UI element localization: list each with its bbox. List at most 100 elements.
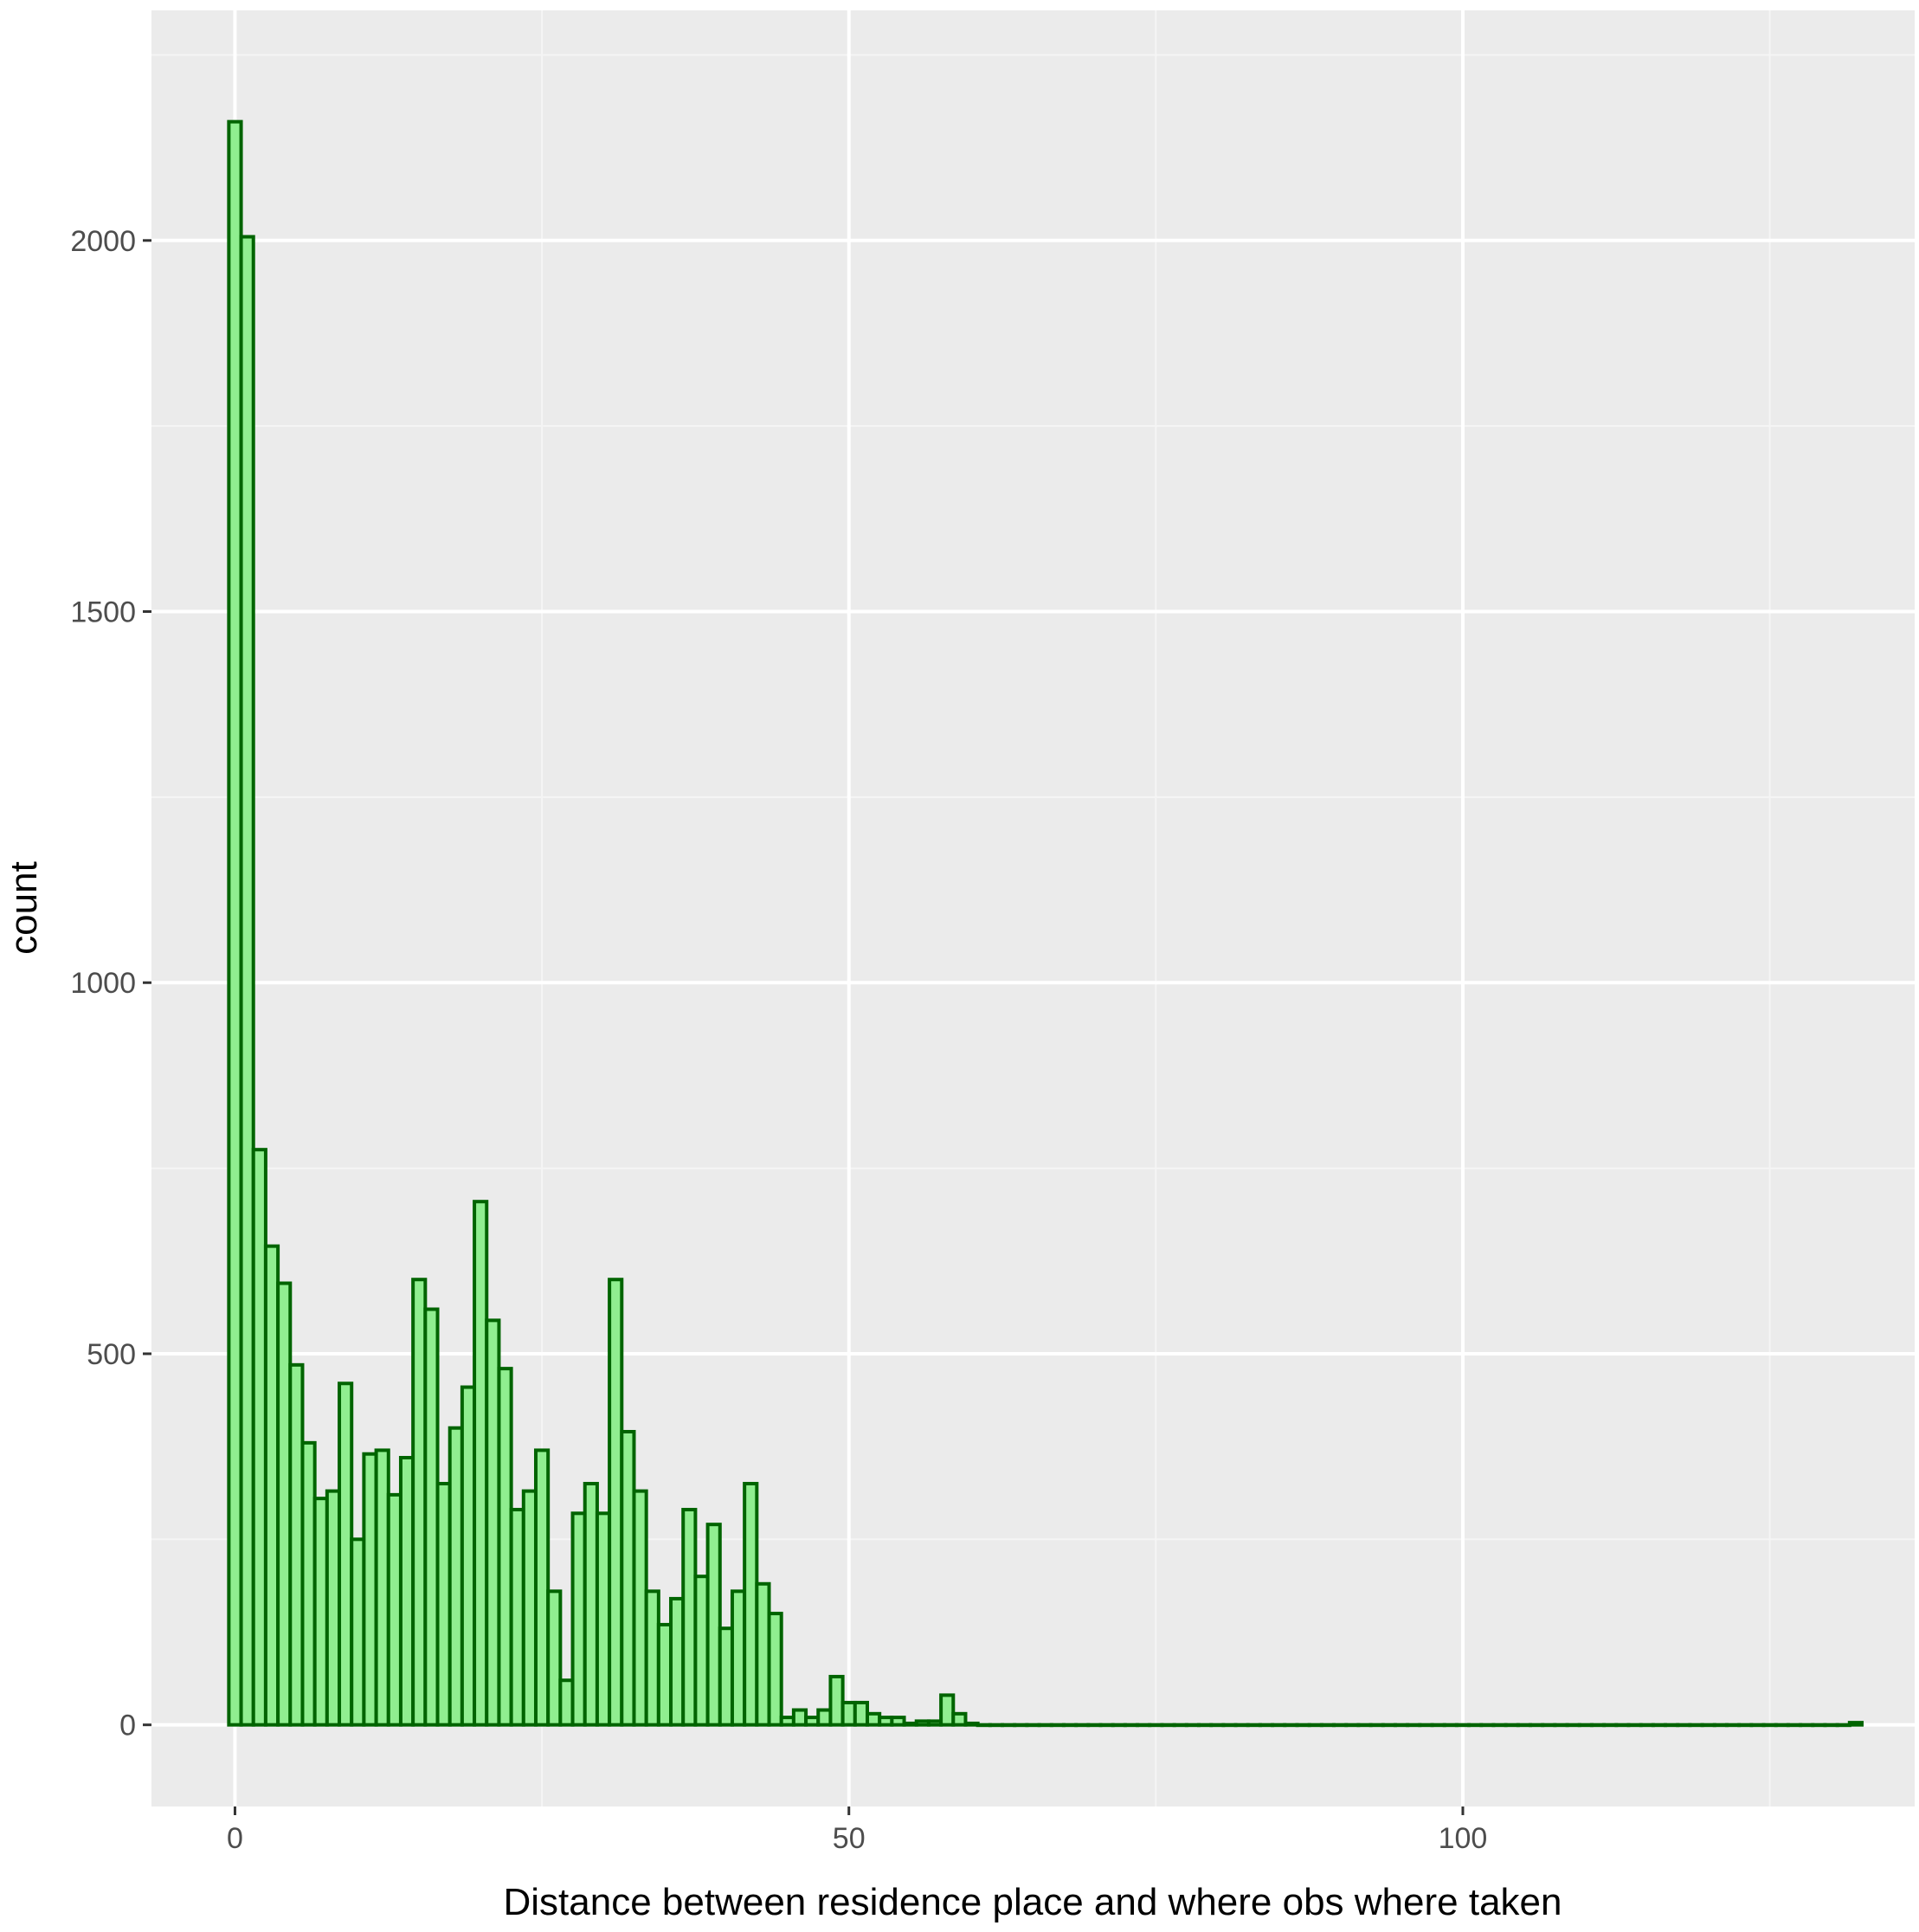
histogram-bar bbox=[1368, 1723, 1385, 1728]
histogram-bar bbox=[1098, 1723, 1115, 1728]
histogram-bar bbox=[853, 1700, 869, 1727]
histogram-bar bbox=[1467, 1723, 1484, 1728]
histogram-bar bbox=[350, 1537, 366, 1727]
histogram-bar bbox=[1774, 1723, 1790, 1728]
histogram-bar bbox=[1406, 1723, 1422, 1728]
histogram-bar bbox=[1246, 1723, 1262, 1728]
histogram-bar bbox=[1393, 1723, 1410, 1728]
histogram-bar bbox=[1786, 1723, 1803, 1728]
histogram-bar bbox=[705, 1523, 722, 1727]
histogram-bar bbox=[1639, 1723, 1655, 1728]
histogram-bar bbox=[1061, 1723, 1079, 1728]
histogram-bar bbox=[1332, 1723, 1349, 1728]
histogram-bar bbox=[1123, 1723, 1140, 1728]
histogram-bar bbox=[902, 1721, 918, 1727]
histogram-bar bbox=[1111, 1723, 1127, 1728]
histogram-bar bbox=[1258, 1723, 1275, 1728]
histogram-bar bbox=[595, 1511, 612, 1727]
histogram-bar bbox=[1847, 1721, 1864, 1727]
histogram-bar bbox=[1577, 1723, 1594, 1728]
histogram-bar bbox=[890, 1716, 906, 1727]
histogram-bar bbox=[656, 1622, 673, 1727]
histogram-bar bbox=[1074, 1723, 1091, 1728]
histogram-bar bbox=[558, 1678, 575, 1727]
histogram-bar bbox=[1295, 1723, 1311, 1728]
histogram-bar bbox=[1614, 1723, 1631, 1728]
histogram-bar bbox=[497, 1367, 513, 1727]
histogram-bar bbox=[1344, 1723, 1361, 1728]
histogram-bar bbox=[1271, 1723, 1287, 1728]
histogram-bar bbox=[1761, 1723, 1778, 1728]
histogram-bar bbox=[1172, 1723, 1188, 1728]
histogram-bar bbox=[1553, 1723, 1569, 1728]
histogram-bar bbox=[1307, 1723, 1323, 1728]
histogram-bar bbox=[386, 1492, 402, 1727]
histogram-bar bbox=[1013, 1723, 1029, 1728]
histogram-bar bbox=[1676, 1723, 1692, 1728]
x-axis-title: Distance between residence place and whe… bbox=[504, 1881, 1562, 1923]
histogram-bar bbox=[1491, 1723, 1508, 1728]
histogram-bar bbox=[276, 1281, 293, 1727]
histogram-bar bbox=[840, 1700, 857, 1727]
histogram-bar bbox=[338, 1381, 354, 1727]
histogram-bar bbox=[779, 1716, 795, 1727]
histogram-bar bbox=[374, 1448, 390, 1727]
histogram-bar bbox=[1504, 1723, 1520, 1728]
histogram-bar bbox=[1664, 1723, 1680, 1728]
histogram-bar bbox=[976, 1723, 992, 1728]
histogram-bar bbox=[1197, 1723, 1214, 1728]
histogram-bar bbox=[263, 1244, 280, 1727]
y-axis: 0 500 1000 1500 2000 bbox=[70, 225, 151, 1742]
histogram-bar bbox=[509, 1508, 525, 1727]
histogram-bar bbox=[632, 1489, 648, 1727]
histogram-bar bbox=[767, 1612, 783, 1727]
histogram-bar bbox=[362, 1452, 378, 1727]
histogram-bar bbox=[963, 1721, 980, 1727]
histogram-bar bbox=[1319, 1723, 1336, 1728]
y-tick-label: 2000 bbox=[70, 225, 136, 258]
histogram-bar bbox=[1442, 1723, 1459, 1728]
histogram-bar bbox=[521, 1489, 538, 1727]
histogram-bar bbox=[1209, 1723, 1226, 1728]
histogram-bar bbox=[755, 1581, 771, 1727]
histogram-bar bbox=[460, 1385, 477, 1727]
histogram-bar bbox=[239, 235, 255, 1727]
histogram-bar bbox=[1529, 1723, 1545, 1728]
histogram-bar bbox=[1148, 1723, 1164, 1728]
histogram-bar bbox=[1381, 1723, 1397, 1728]
histogram-bar bbox=[570, 1511, 587, 1727]
histogram-bar bbox=[546, 1589, 563, 1727]
histogram-bar bbox=[669, 1596, 686, 1727]
histogram-bar bbox=[718, 1626, 734, 1727]
y-tick-label: 1500 bbox=[70, 596, 136, 629]
histogram-bar bbox=[1430, 1723, 1446, 1728]
histogram-bar bbox=[1037, 1723, 1053, 1728]
histogram-bar bbox=[644, 1589, 660, 1727]
histogram-bar bbox=[325, 1489, 342, 1727]
histogram-bar bbox=[1700, 1723, 1716, 1728]
histogram-bar bbox=[878, 1716, 894, 1727]
histogram-bar bbox=[1479, 1723, 1496, 1728]
histogram-bar bbox=[227, 119, 243, 1727]
histogram-bar bbox=[1737, 1723, 1754, 1728]
histogram-bar bbox=[926, 1719, 943, 1727]
histogram-bar bbox=[1835, 1723, 1851, 1728]
histogram-bar bbox=[1724, 1723, 1742, 1728]
histogram-bar bbox=[288, 1362, 305, 1727]
histogram-bar bbox=[312, 1497, 329, 1727]
histogram-bar bbox=[398, 1456, 415, 1727]
histogram-bar bbox=[1749, 1723, 1766, 1728]
histogram-bar bbox=[791, 1708, 808, 1727]
histogram-bar bbox=[1602, 1723, 1619, 1728]
histogram-bar bbox=[533, 1448, 551, 1727]
x-tick-label: 100 bbox=[1439, 1822, 1488, 1855]
y-tick-label: 1000 bbox=[70, 967, 136, 1000]
histogram-bar bbox=[816, 1708, 833, 1727]
histogram-bar bbox=[423, 1307, 440, 1727]
histogram-bar bbox=[1688, 1723, 1704, 1728]
histogram-bar bbox=[251, 1148, 267, 1727]
histogram-bar bbox=[681, 1508, 698, 1727]
histogram-bar bbox=[939, 1693, 956, 1727]
histogram-bar bbox=[914, 1719, 931, 1727]
